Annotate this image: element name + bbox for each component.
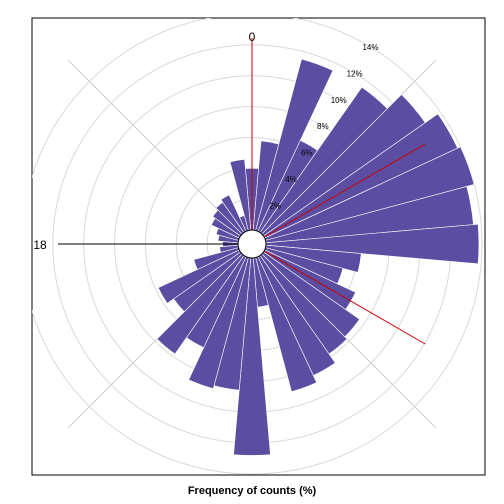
ring-label: 12% xyxy=(347,69,363,78)
ring-label: 8% xyxy=(317,122,329,131)
direction-label-18: 18 xyxy=(33,238,47,252)
x-axis-label: Frequency of counts (%) xyxy=(187,485,317,497)
plot-frame xyxy=(31,17,486,476)
ring-label: 14% xyxy=(362,43,378,52)
center-circle xyxy=(237,229,267,259)
ring-labels: 2% 4% 6% 8% 10% 12% 14% xyxy=(269,43,378,211)
ring-label: 6% xyxy=(301,149,313,158)
ring-label: 2% xyxy=(269,202,281,211)
reference-lines xyxy=(58,38,426,345)
reference-line-60 xyxy=(263,143,426,238)
grid-ring xyxy=(32,18,483,475)
petal-layer xyxy=(156,58,480,456)
ring-label: 10% xyxy=(331,96,347,105)
reference-line-120 xyxy=(263,250,426,345)
ring-label: 4% xyxy=(285,175,297,184)
direction-label-0: 0 xyxy=(249,30,256,44)
